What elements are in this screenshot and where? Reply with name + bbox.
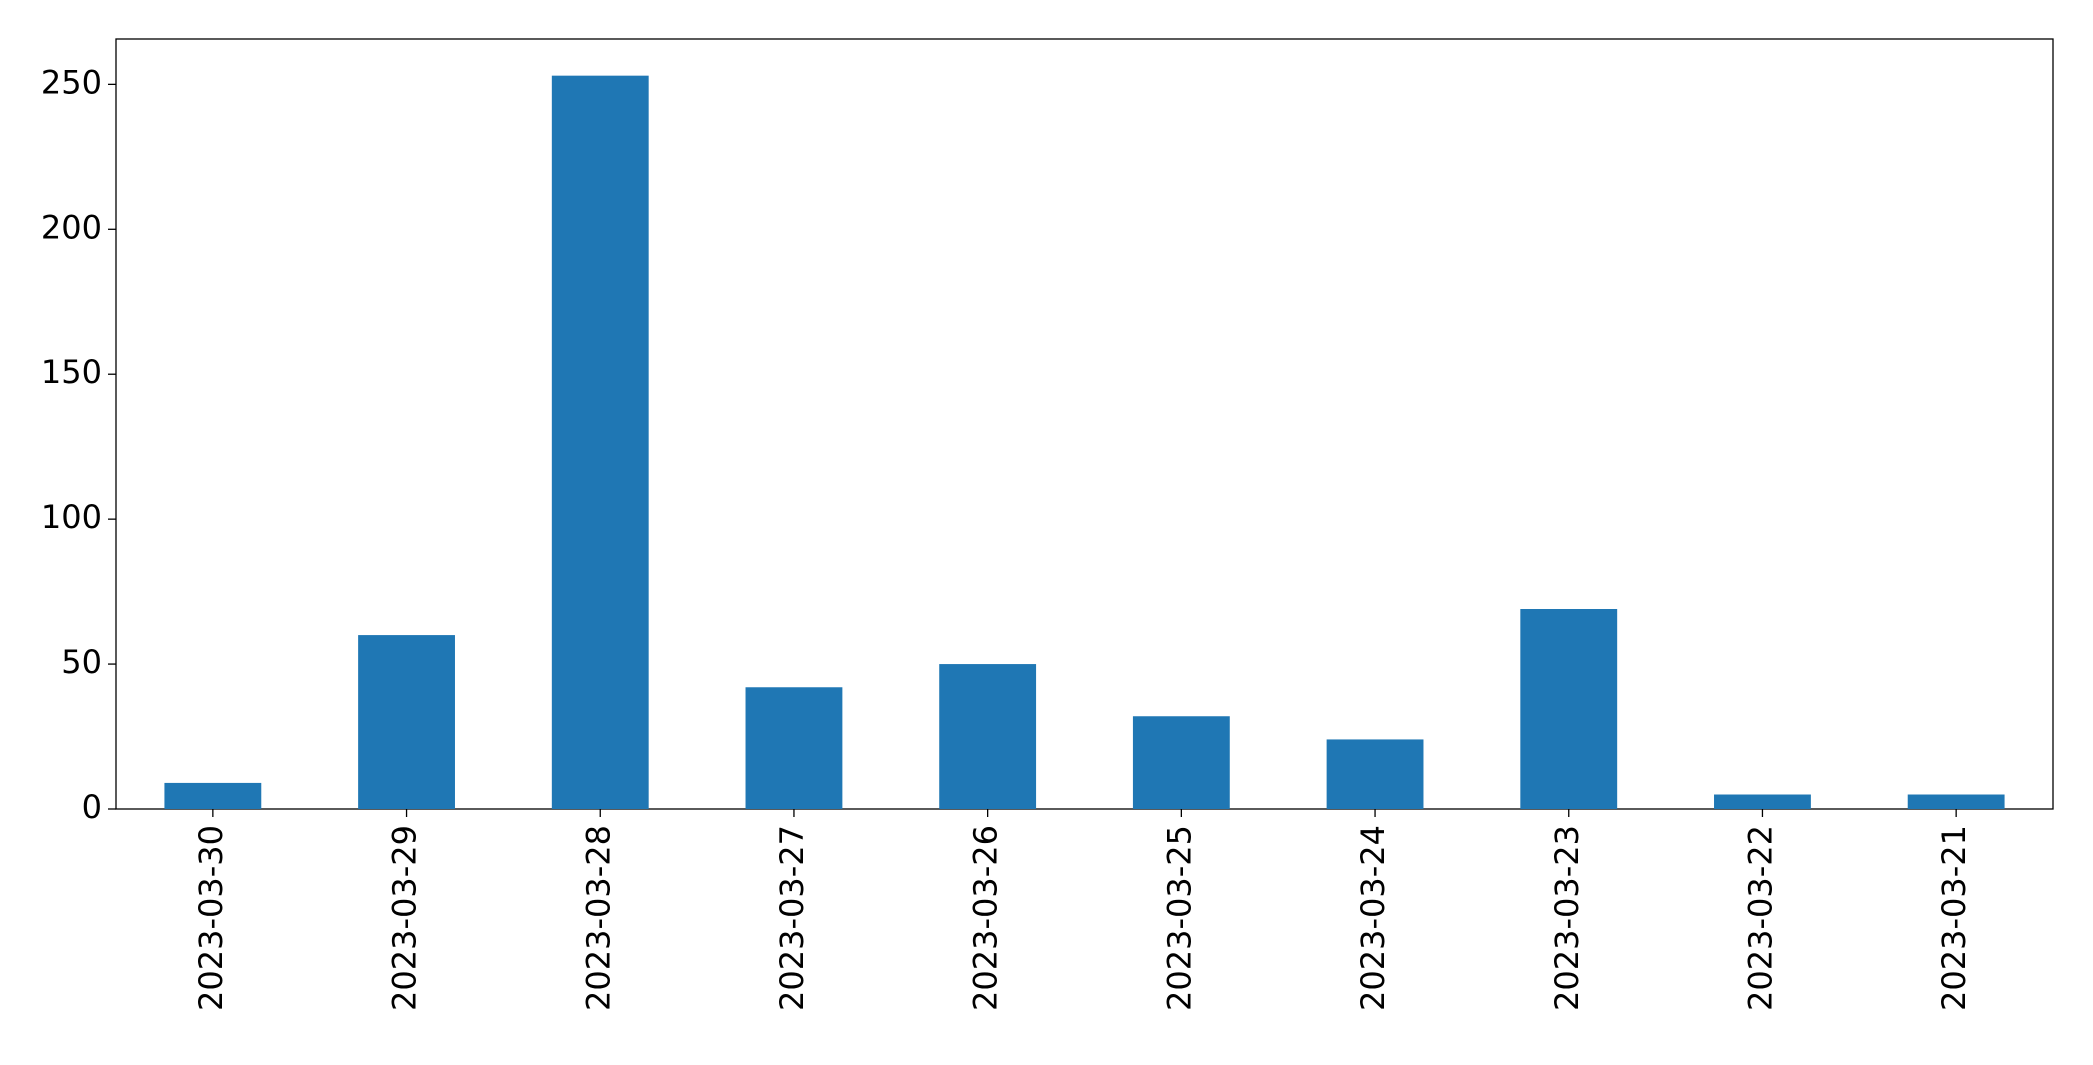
axes-frame xyxy=(115,38,2054,810)
bar xyxy=(1714,794,1811,809)
bar xyxy=(551,75,649,809)
x-tick-label: 2023-03-26 xyxy=(967,825,1005,1011)
x-tick-label: 2023-03-29 xyxy=(386,825,424,1011)
y-tick-label: 0 xyxy=(82,788,102,826)
y-tick-label: 150 xyxy=(41,353,102,391)
x-tick-label: 2023-03-30 xyxy=(192,825,230,1011)
x-tick-label: 2023-03-28 xyxy=(579,825,617,1011)
x-tick-label: 2023-03-24 xyxy=(1354,825,1392,1011)
x-tick-label: 2023-03-27 xyxy=(773,825,811,1011)
bar xyxy=(358,635,455,809)
x-tick-label: 2023-03-21 xyxy=(1935,825,1973,1011)
x-tick-label: 2023-03-25 xyxy=(1160,825,1198,1011)
x-tick-label: 2023-03-23 xyxy=(1548,825,1586,1011)
bar xyxy=(939,664,1037,809)
bar xyxy=(1132,716,1230,809)
x-tick-label: 2023-03-22 xyxy=(1741,825,1779,1011)
bar xyxy=(745,687,843,809)
bar xyxy=(164,782,262,809)
bar xyxy=(1520,609,1618,809)
bar xyxy=(1907,794,2005,809)
y-tick-label: 250 xyxy=(41,63,102,101)
y-tick-label: 200 xyxy=(41,208,102,246)
bar xyxy=(1326,739,1424,809)
y-tick-label: 100 xyxy=(41,498,102,536)
y-tick-label: 50 xyxy=(61,643,102,681)
